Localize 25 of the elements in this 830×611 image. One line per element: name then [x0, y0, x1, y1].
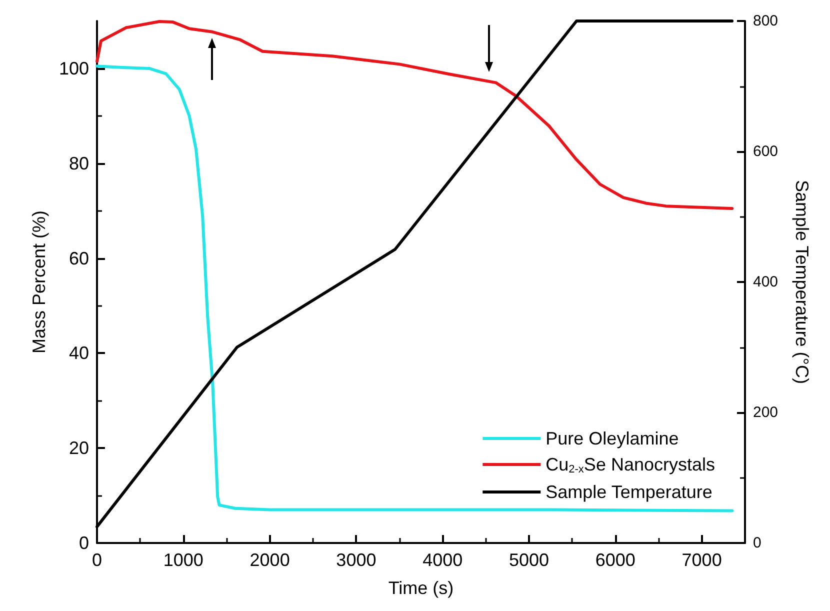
y2-axis-title: Sample Temperature (°C) — [792, 180, 812, 384]
x-tick-label: 5000 — [508, 550, 550, 570]
x-tick-label: 6000 — [595, 550, 636, 570]
y-tick-label: 60 — [68, 248, 89, 268]
x-tick-label: 3000 — [336, 550, 376, 570]
y-tick-label: 100 — [58, 58, 89, 78]
legend-label: Sample Temperature — [546, 482, 712, 502]
line-series — [96, 20, 734, 210]
x-tick-label: 2000 — [250, 550, 290, 570]
y-tick-label: 40 — [68, 343, 89, 364]
y-tick-label: 80 — [68, 153, 89, 174]
x-tick-label: 1000 — [163, 550, 204, 570]
x-tick-label: 0 — [92, 550, 102, 570]
x-tick-label: 4000 — [422, 550, 463, 570]
y-tick-label: 0 — [78, 533, 89, 553]
x-axis-title: Time (s) — [388, 578, 454, 598]
y2-tick-label: 400 — [753, 274, 778, 290]
y2-tick-label: 800 — [753, 12, 778, 30]
y-axis-title: Mass Percent (%) — [29, 210, 50, 354]
x-tick-label: 7000 — [682, 550, 722, 570]
y2-tick-label: 0 — [753, 534, 762, 552]
y2-tick-label: 600 — [753, 143, 778, 160]
y2-tick-label: 200 — [753, 404, 778, 421]
y-tick-label: 20 — [68, 438, 89, 458]
legend-label: Pure Oleylamine — [546, 428, 679, 448]
